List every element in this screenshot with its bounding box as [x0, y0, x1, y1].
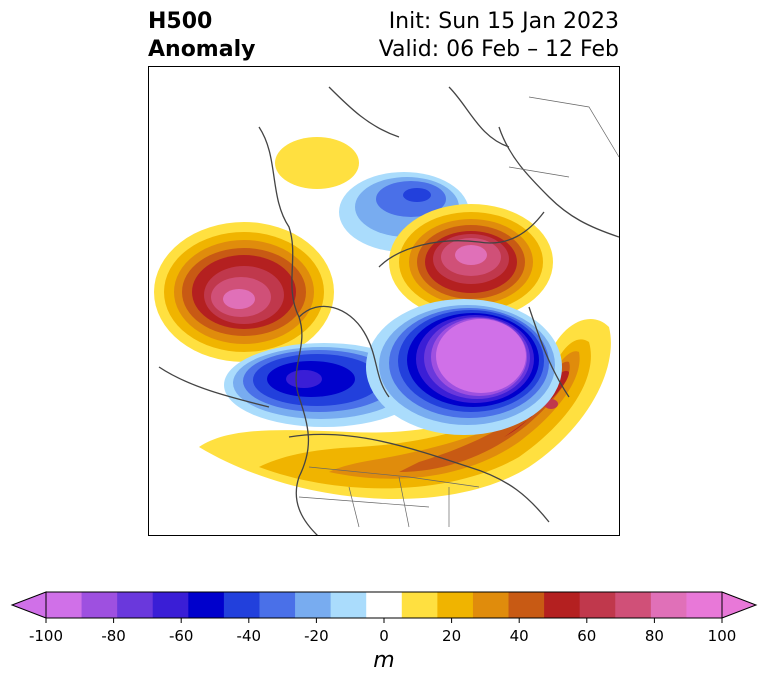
plot-date-info: Init: Sun 15 Jan 2023 Valid: 06 Feb – 12… — [379, 8, 619, 64]
valid-range: Valid: 06 Feb – 12 Feb — [378, 37, 619, 62]
arctic-ridge — [389, 204, 553, 320]
colorbar-cell — [152, 592, 189, 618]
colorbar-extend-low — [10, 591, 47, 619]
colorbar-cell — [46, 592, 83, 618]
coastlines — [158, 86, 619, 535]
title-line-2: Anomaly — [148, 37, 256, 62]
colorbar-cell — [366, 592, 403, 618]
colorbar-tick-label: 0 — [379, 627, 389, 645]
colorbar-cell — [437, 592, 474, 618]
northwest-ridge — [275, 137, 359, 189]
colorbar-cell — [686, 592, 723, 618]
init-date: Init: Sun 15 Jan 2023 — [388, 9, 619, 34]
colorbar-tick-label: 20 — [442, 627, 461, 645]
colorbar-cell — [223, 592, 260, 618]
colorbar-cell — [401, 592, 438, 618]
colorbar-cell — [650, 592, 687, 618]
colorbar-cell — [81, 592, 118, 618]
colorbar-cell — [117, 592, 154, 618]
colorbar-cell — [508, 592, 545, 618]
colorbar-tick-label: -20 — [304, 627, 329, 645]
colorbar-tick-label: 80 — [645, 627, 664, 645]
colorbar-cells — [10, 591, 758, 619]
colorbar-extend-high — [721, 591, 758, 619]
colorbar-cell — [295, 592, 332, 618]
colorbar-tick-label: 40 — [510, 627, 529, 645]
title-line-1: H500 — [148, 9, 213, 34]
map-panel — [148, 66, 620, 536]
colorbar-cell — [472, 592, 510, 618]
colorbar-tick-label: -100 — [29, 627, 63, 645]
colorbar-ticks: -100 -80 -60 -40 -20 0 20 40 60 80 100 — [29, 618, 736, 645]
colorbar-cell — [579, 592, 616, 618]
anomaly-fills — [154, 137, 611, 500]
plot-title: H500 Anomaly — [148, 8, 255, 64]
colorbar-cell — [544, 592, 581, 618]
borders — [298, 96, 619, 528]
pacific-ridge — [154, 222, 334, 362]
colorbar-unit-label: m — [373, 648, 395, 673]
colorbar-tick-label: 60 — [577, 627, 596, 645]
colorbar-cell — [615, 592, 652, 618]
colorbar-cell — [188, 592, 225, 618]
colorbar-cell — [259, 592, 296, 618]
colorbar: -100 -80 -60 -40 -20 0 20 40 60 80 100 — [10, 591, 758, 645]
hudson-trough — [366, 299, 562, 435]
colorbar-tick-label: 100 — [708, 627, 737, 645]
colorbar-tick-label: -60 — [169, 627, 194, 645]
colorbar-tick-label: -40 — [237, 627, 262, 645]
anomaly-map — [154, 86, 619, 535]
colorbar-cell — [330, 592, 367, 618]
colorbar-tick-label: -80 — [101, 627, 126, 645]
